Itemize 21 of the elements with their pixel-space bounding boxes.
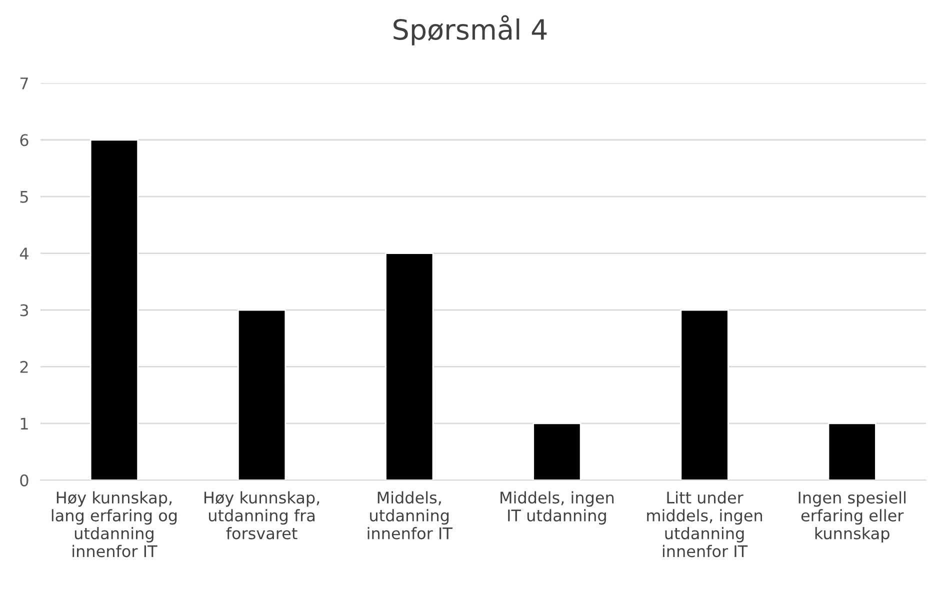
y-tick-label: 7	[20, 78, 28, 90]
x-tick-label: Middels, utdanning innenfor IT	[368, 491, 452, 540]
y-tick-label: 4	[20, 248, 28, 260]
x-tick-label: Høy kunnskap, lang erfaring og utdanning innenfor IT	[52, 491, 177, 558]
x-tick-label: Litt under middels, ingen utdanning innenfor IT	[647, 491, 762, 558]
x-tick-label: Høy kunnskap, utdanning fra forsvaret	[204, 491, 320, 540]
y-tick-label: 6	[20, 134, 28, 146]
bar	[680, 309, 729, 480]
y-tick-label: 3	[20, 304, 28, 316]
bar	[532, 422, 582, 480]
x-tick-label: Middels, ingen IT utdanning	[500, 491, 614, 525]
y-tick-label: 2	[20, 360, 28, 373]
y-tick-label: 0	[20, 474, 28, 486]
x-tick-label: Ingen spesiell erfaring eller kunnskap	[798, 491, 906, 542]
bar	[237, 309, 286, 480]
chart-title: Spørsmål 4	[394, 15, 547, 46]
y-tick-label: 5	[20, 191, 28, 203]
bar	[828, 422, 876, 480]
bar	[385, 252, 434, 480]
bar	[90, 139, 139, 480]
y-tick-label: 1	[20, 418, 28, 430]
